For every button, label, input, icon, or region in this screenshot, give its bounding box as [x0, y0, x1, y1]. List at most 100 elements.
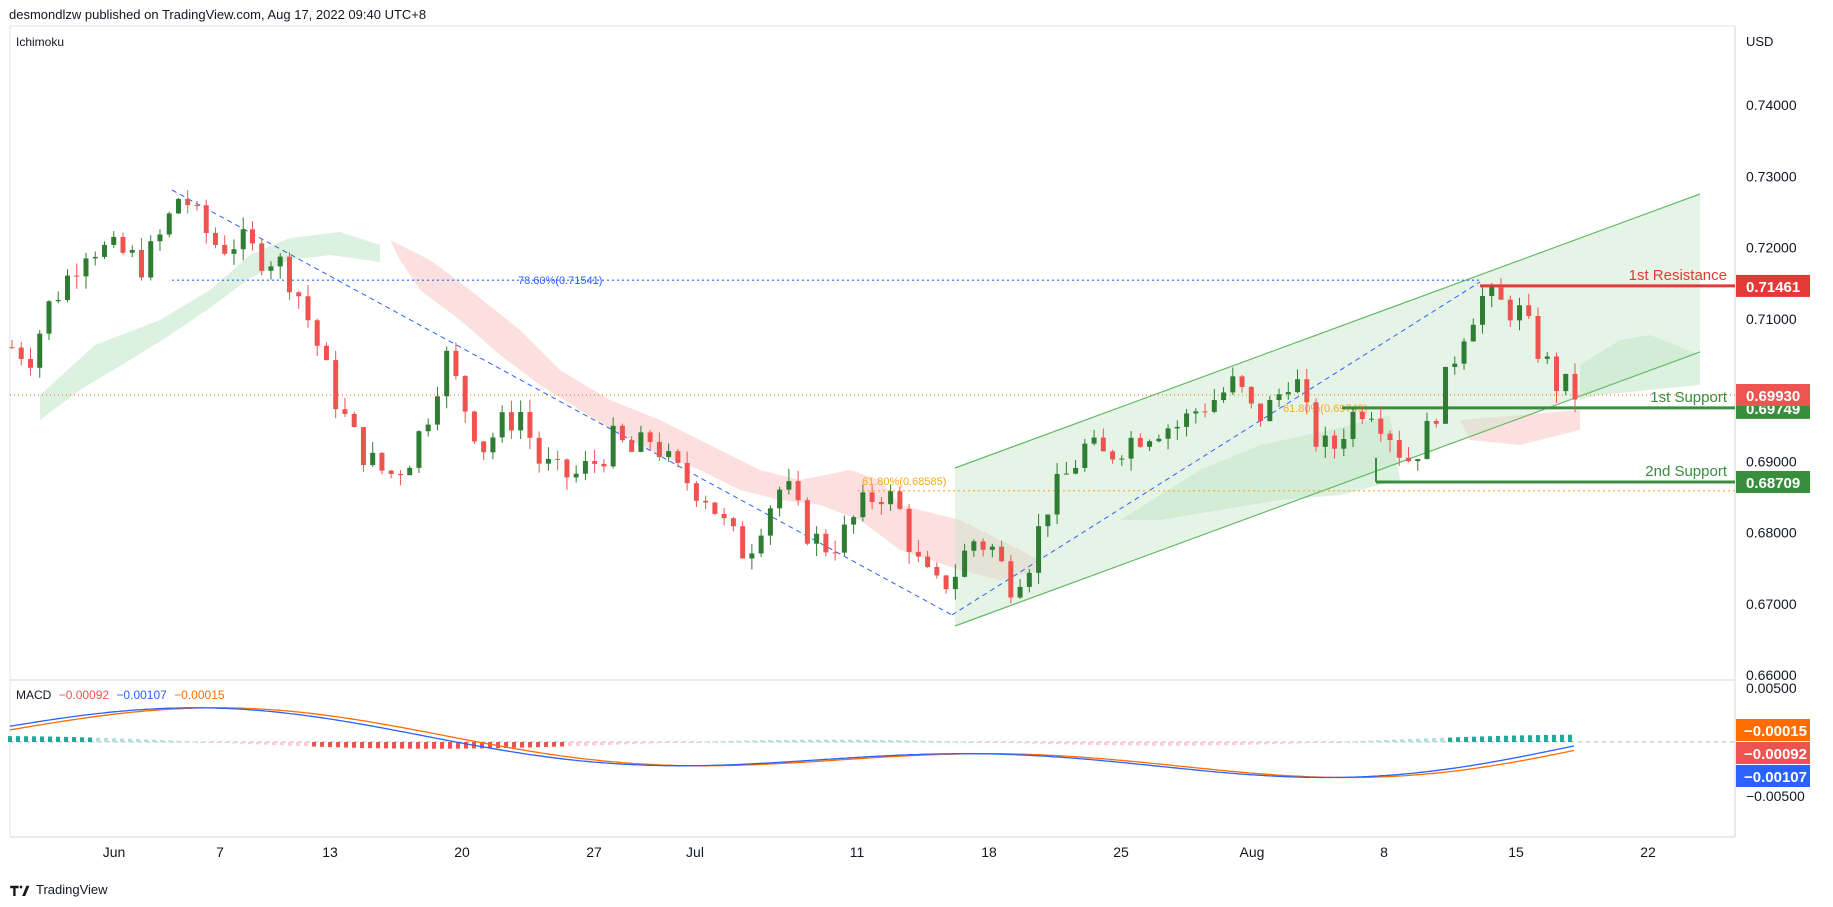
time-axis: Jun 7 13 20 27 Jul 11 18 25 Aug 8 15 22: [103, 844, 1656, 860]
time-tick-label: Aug: [1240, 844, 1265, 860]
macd-histogram-bar: [632, 742, 636, 744]
macd-histogram-bar: [280, 742, 284, 746]
candle-body: [1443, 366, 1449, 424]
macd-price-tag-text: −0.00015: [1744, 723, 1807, 740]
macd-histogram-bar: [512, 742, 516, 748]
candle-body: [370, 452, 376, 466]
time-tick-label: 27: [586, 844, 602, 860]
candle-body: [1128, 437, 1134, 459]
candle-body: [120, 236, 126, 253]
macd-histogram-bar: [1480, 736, 1484, 742]
candle-body: [601, 463, 607, 467]
macd-histogram-bar: [1536, 735, 1540, 742]
candle-body: [1137, 437, 1143, 447]
candle-body: [194, 205, 200, 207]
candle-body: [1202, 411, 1208, 413]
candle-body: [943, 575, 949, 590]
macd-histogram-bar: [1120, 742, 1124, 746]
candle-body: [1507, 299, 1513, 321]
macd-histogram-bar: [424, 742, 428, 749]
candle-body: [925, 556, 931, 568]
macd-histogram-bar: [1496, 735, 1500, 742]
macd-histogram-bar: [1144, 742, 1148, 746]
level-price-text-3: 0.68709: [1746, 475, 1800, 492]
macd-histogram-bar: [384, 742, 388, 749]
macd-histogram-bar: [616, 742, 620, 745]
candle-body: [888, 491, 894, 505]
macd-histogram-bar: [1008, 742, 1012, 743]
macd-legend[interactable]: MACD −0.00092 −0.00107 −0.00015: [16, 688, 229, 702]
currency-label: USD: [1746, 34, 1774, 49]
candle-body: [1332, 435, 1338, 449]
time-tick-label: Jul: [686, 844, 704, 860]
candle-body: [185, 198, 191, 206]
macd-histogram-bar: [1072, 742, 1076, 745]
macd-histogram-bar: [1400, 739, 1404, 742]
macd-histogram-bar: [248, 742, 252, 745]
macd-histogram-bar: [96, 737, 100, 742]
macd-histogram-bar: [896, 740, 900, 742]
candle-body: [407, 467, 413, 476]
indicator-label[interactable]: Ichimoku: [16, 35, 65, 49]
time-tick-label: Jun: [103, 844, 126, 860]
macd-histogram-bar: [144, 739, 148, 742]
candle-body: [1184, 413, 1190, 427]
macd-histogram-bar: [1032, 742, 1036, 744]
macd-histogram-bar: [200, 741, 204, 743]
level-price-text-1: 0.71461: [1746, 279, 1800, 296]
candle-body: [314, 320, 320, 346]
macd-histogram-bar: [184, 741, 188, 743]
macd-histogram-bar: [8, 736, 12, 742]
time-tick-label: 13: [322, 844, 338, 860]
candle-body: [1248, 386, 1254, 404]
candle-body: [1341, 438, 1347, 449]
candle-body: [92, 256, 98, 259]
candle-body: [1535, 316, 1541, 359]
macd-histogram-bar: [1312, 742, 1316, 743]
candle-body: [1091, 437, 1097, 444]
macd-histogram-bar: [936, 741, 940, 743]
macd-histogram-bar: [1488, 736, 1492, 742]
candle-body: [906, 508, 912, 552]
candle-body: [832, 552, 838, 554]
macd-histogram-bar: [808, 739, 812, 742]
candle-body: [388, 470, 394, 474]
candle-body: [1470, 324, 1476, 342]
macd-histogram-bar: [704, 741, 708, 743]
candle-body: [129, 249, 135, 253]
macd-histogram-bar: [1296, 742, 1300, 744]
time-tick-label: 25: [1113, 844, 1129, 860]
time-tick-label: 11: [850, 844, 865, 860]
macd-histogram-bar: [56, 736, 60, 742]
macd-histogram-bar: [1160, 742, 1164, 746]
macd-histogram-bar: [1528, 735, 1532, 742]
macd-histogram-bar: [760, 740, 764, 742]
candle-body: [222, 244, 228, 254]
macd-price-tag-text: −0.00107: [1744, 769, 1807, 786]
macd-histogram-bar: [304, 742, 308, 747]
candle-body: [1119, 458, 1125, 460]
candle-body: [721, 513, 727, 519]
macd-histogram-bar: [1336, 741, 1340, 743]
footer-brand[interactable]: TradingView: [10, 882, 108, 897]
ichimoku-cloud-green-3: [1580, 335, 1700, 400]
candle-body: [564, 459, 570, 478]
candle-body: [296, 292, 302, 297]
price-tick-label: 0.69000: [1746, 453, 1797, 469]
macd-histogram-bar: [1320, 742, 1324, 743]
candle-body: [934, 567, 940, 576]
candle-body: [1572, 373, 1578, 400]
macd-histogram-bar: [232, 742, 236, 744]
macd-histogram-bar: [464, 742, 468, 749]
macd-histogram-bar: [416, 742, 420, 749]
macd-tick-label: −0.00500: [1746, 788, 1805, 804]
candle-body: [1156, 438, 1162, 442]
macd-price-tag: [1736, 765, 1810, 787]
candle-body: [231, 249, 237, 254]
macd-histogram-bar: [1232, 742, 1236, 746]
fib-trend-down: [171, 189, 953, 616]
macd-histogram-bar: [160, 740, 164, 742]
macd-histogram-bar: [1192, 742, 1196, 746]
candle-body: [499, 412, 505, 438]
